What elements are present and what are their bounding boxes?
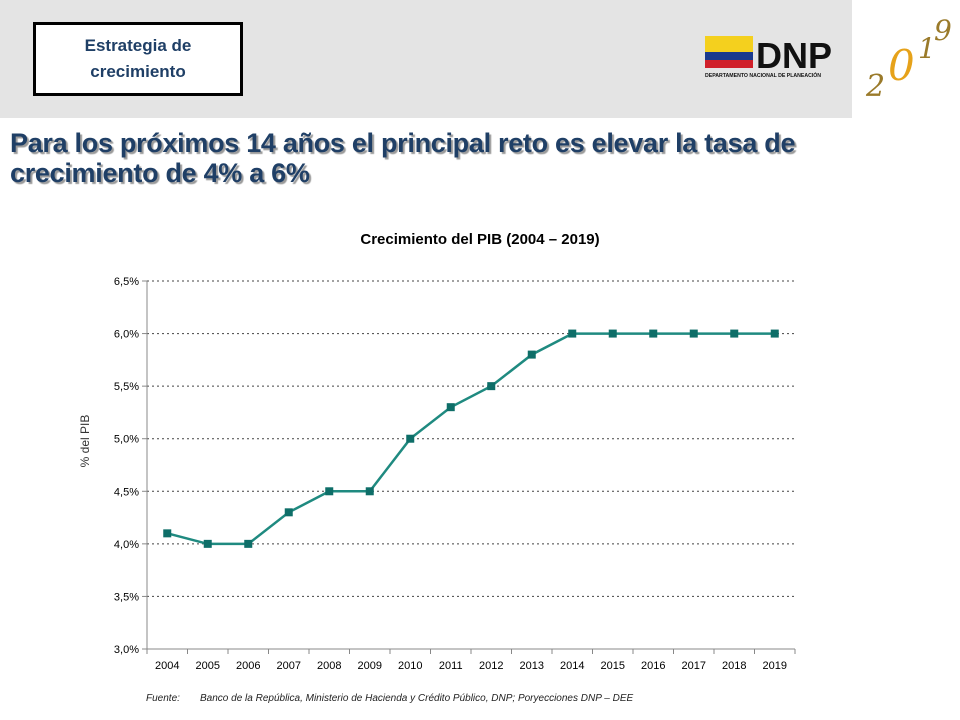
year-logo-digit-9: 9 (934, 14, 952, 47)
dnp-logo-text: DNP (756, 35, 832, 76)
source-note: Fuente: Banco de la República, Ministerio… (146, 693, 633, 704)
series-line (166, 332, 775, 546)
data-point-marker (730, 329, 739, 338)
year-logo-digit-0: 0 (888, 41, 915, 90)
x-tick-label: 2006 (236, 660, 260, 672)
section-label-line-1: Estrategia de (84, 36, 192, 55)
x-tick-label: 2009 (358, 660, 382, 672)
data-point-marker (325, 487, 334, 496)
x-tick-label: 2012 (479, 660, 503, 672)
data-point-marker (487, 382, 496, 391)
year-logo-digit-1: 1 (918, 32, 936, 65)
chart-title: Crecimiento del PIB (2004 – 2019) (360, 231, 600, 248)
x-tick-label: 2014 (560, 660, 584, 672)
data-point-marker (284, 508, 293, 517)
x-tick-label: 2016 (641, 660, 665, 672)
gdp-growth-line-chart: 3,0%3,5%4,0%4,5%5,0%5,5%6,0%6,5% 2004 200… (78, 276, 796, 672)
data-point-marker (244, 539, 253, 548)
x-tick-label: 2013 (520, 660, 544, 672)
flag-stripe-yellow (705, 36, 753, 52)
y-tick-labels: 3,0% 3,5% 4,0% 4,5% 5,0% 5,5% 6,0% 6,5% (114, 276, 147, 656)
data-point-marker (689, 329, 698, 338)
source-text: Banco de la República, Ministerio de Hac… (200, 693, 634, 704)
x-tick-label: 2010 (398, 660, 422, 672)
series-markers (163, 329, 779, 548)
data-point-marker (446, 403, 455, 412)
data-point-marker (365, 487, 374, 496)
x-tick-label: 2017 (682, 660, 706, 672)
dnp-logo-subtitle: DEPARTAMENTO NACIONAL DE PLANEACIÓN (705, 71, 821, 79)
page-headline: Para los próximos 14 años el principal r… (10, 128, 796, 188)
gridlines (147, 280, 795, 597)
y-tick-label: 3,0% (114, 644, 139, 656)
source-label: Fuente: (146, 693, 180, 704)
y-tick-label: 6,0% (114, 329, 139, 341)
year-2019-logo: 2 0 1 9 (852, 0, 960, 118)
dnp-logo: DNP DEPARTAMENTO NACIONAL DE PLANEACIÓN (705, 35, 832, 79)
data-point-marker (163, 529, 172, 538)
y-axis-label: % del PIB (78, 415, 92, 468)
flag-stripe-blue (705, 52, 753, 60)
x-tick-label: 2015 (601, 660, 625, 672)
data-point-marker (649, 329, 658, 338)
x-tick-label: 2008 (317, 660, 341, 672)
y-tick-label: 4,0% (114, 539, 139, 551)
data-point-marker (527, 350, 536, 359)
data-point-marker (608, 329, 617, 338)
data-point-marker (568, 329, 577, 338)
x-tick-label: 2005 (196, 660, 220, 672)
x-tick-label: 2007 (277, 660, 301, 672)
year-logo-digit-2: 2 (865, 69, 885, 104)
x-tick-label: 2019 (763, 660, 787, 672)
section-label-box: Estrategia de crecimiento (33, 22, 243, 96)
y-tick-label: 5,0% (114, 434, 139, 446)
y-tick-label: 5,5% (114, 381, 139, 393)
x-tick-label: 2004 (155, 660, 179, 672)
data-point-marker (770, 329, 779, 338)
x-tick-labels: 2004 2005 2006 2007 2008 2009 2010 2011 2012 2013… (146, 649, 796, 672)
y-tick-label: 6,5% (114, 276, 139, 288)
x-tick-label: 2011 (439, 660, 463, 672)
data-point-marker (406, 434, 415, 443)
flag-stripe-red (705, 60, 753, 68)
y-tick-label: 3,5% (114, 591, 139, 603)
y-tick-label: 4,5% (114, 486, 139, 498)
section-label-line-2: crecimiento (90, 62, 186, 81)
x-tick-label: 2018 (722, 660, 746, 672)
data-point-marker (203, 539, 212, 548)
